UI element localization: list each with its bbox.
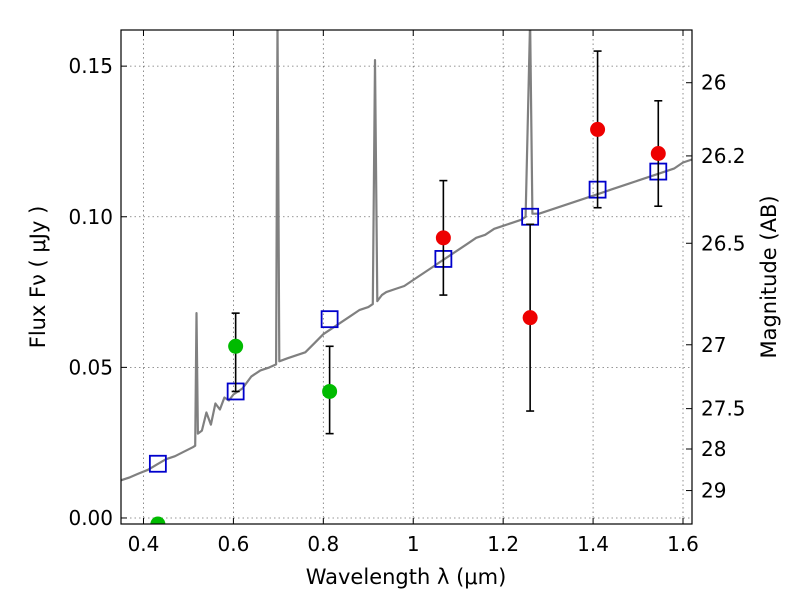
model-spectrum-line xyxy=(121,30,692,482)
plot-data xyxy=(121,30,692,524)
red-observed-point xyxy=(435,230,451,246)
green-observed-point xyxy=(150,516,166,524)
model-photometry-square xyxy=(320,310,339,329)
x-tick-label: 0.4 xyxy=(128,532,160,556)
axis-ticks: 0.4 0.6 0.8 1 1.2 1.4 1.6 0.00 0.05 0.10 0.15 26 26.… xyxy=(68,30,746,556)
red-observed-point xyxy=(590,121,606,137)
x-tick-label: 0.6 xyxy=(217,532,249,556)
x-tick-label: 1.2 xyxy=(487,532,519,556)
x-tick-label: 0.8 xyxy=(307,532,339,556)
y-tick-label: 0.00 xyxy=(68,506,113,530)
y-tick-label: 0.10 xyxy=(68,205,113,229)
grid xyxy=(121,30,692,524)
right-tick-label: 29 xyxy=(701,479,726,503)
x-tick-label: 1.4 xyxy=(577,532,609,556)
green-observed-point xyxy=(228,338,244,354)
plot-frame xyxy=(120,29,693,525)
right-tick-label: 26 xyxy=(701,71,726,95)
y-tick-label: 0.05 xyxy=(68,355,113,379)
right-tick-label: 27 xyxy=(701,333,726,357)
y-axis-label: Flux Fν ( μJy ) xyxy=(26,206,50,349)
right-axis-label: Magnitude (AB) xyxy=(757,195,781,358)
x-tick-label: 1 xyxy=(407,532,420,556)
right-tick-label: 27.5 xyxy=(701,397,746,421)
right-tick-label: 28 xyxy=(701,437,726,461)
model-photometry-square xyxy=(148,454,167,473)
y-tick-label: 0.15 xyxy=(68,54,113,78)
green-observed-point xyxy=(322,383,338,399)
red-observed-point xyxy=(650,146,666,161)
right-tick-label: 26.5 xyxy=(701,231,746,255)
x-tick-label: 1.6 xyxy=(667,532,699,556)
right-tick-label: 26.2 xyxy=(701,144,746,168)
red-observed-point xyxy=(522,310,538,326)
x-axis-label: Wavelength λ (μm) xyxy=(306,565,507,589)
